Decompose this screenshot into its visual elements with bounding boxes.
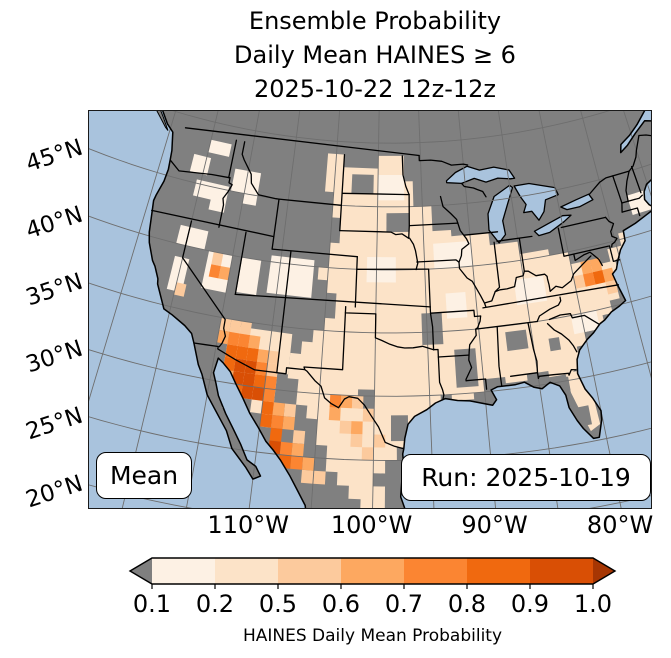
borders-layer	[148, 111, 651, 508]
lat-tick-label: 40°N	[22, 201, 87, 245]
lat-tick-label: 45°N	[22, 134, 87, 177]
colorbar: 0.1 0.2 0.5 0.6 0.7 0.8 0.9 1.0 HAINES Daily Me…	[0, 550, 671, 658]
lat-tick-label: 30°N	[22, 335, 87, 379]
colorbar-segment	[341, 558, 405, 584]
colorbar-tick-label: 0.5	[259, 590, 297, 618]
lat-tick-label: 35°N	[22, 268, 87, 312]
map-plot	[89, 111, 651, 508]
colorbar-over-arrow	[593, 558, 615, 584]
colorbar-segment	[215, 558, 279, 584]
lat-tick-label: 20°N	[22, 470, 87, 514]
colorbar-under-arrow	[130, 558, 152, 584]
run-date-badge: Run: 2025-10-19	[401, 454, 651, 501]
run-date-label: Run: 2025-10-19	[421, 463, 631, 492]
colorbar-segment	[467, 558, 531, 584]
colorbar-segment	[278, 558, 342, 584]
plot-title: Ensemble Probability Daily Mean HAINES ≥…	[0, 4, 671, 106]
colorbar-tick-label: 0.6	[322, 590, 360, 618]
colorbar-segment	[152, 558, 216, 584]
lon-tick-label: 110°W	[207, 511, 289, 539]
colorbar-tick-label: 1.0	[574, 590, 612, 618]
lon-tick-label: 100°W	[330, 511, 413, 539]
lat-tick-label: 25°N	[22, 402, 87, 446]
lon-tick-label: 80°W	[586, 511, 654, 539]
great-lakes	[445, 165, 594, 244]
title-line-3: 2025-10-22 12z-12z	[253, 75, 497, 103]
lon-tick-label: 90°W	[461, 511, 528, 539]
colorbar-tick-label: 0.7	[385, 590, 423, 618]
colorbar-tick-label: 0.9	[511, 590, 549, 618]
colorbar-axis-label: HAINES Daily Mean Probability	[242, 626, 503, 646]
title-line-2: Daily Mean HAINES ≥ 6	[234, 41, 516, 69]
mean-badge: Mean	[96, 452, 192, 499]
colorbar-tick-label: 0.2	[196, 590, 234, 618]
title-line-1: Ensemble Probability	[248, 7, 502, 35]
probability-field	[166, 139, 651, 508]
map-canvas	[88, 110, 652, 509]
colorbar-tick-label: 0.8	[448, 590, 486, 618]
colorbar-segment	[404, 558, 468, 584]
colorbar-segment	[530, 558, 594, 584]
colorbar-bar: 0.1 0.2 0.5 0.6 0.7 0.8 0.9 1.0	[128, 557, 617, 618]
colorbar-tick-label: 0.1	[133, 590, 171, 618]
mean-badge-label: Mean	[109, 461, 179, 490]
